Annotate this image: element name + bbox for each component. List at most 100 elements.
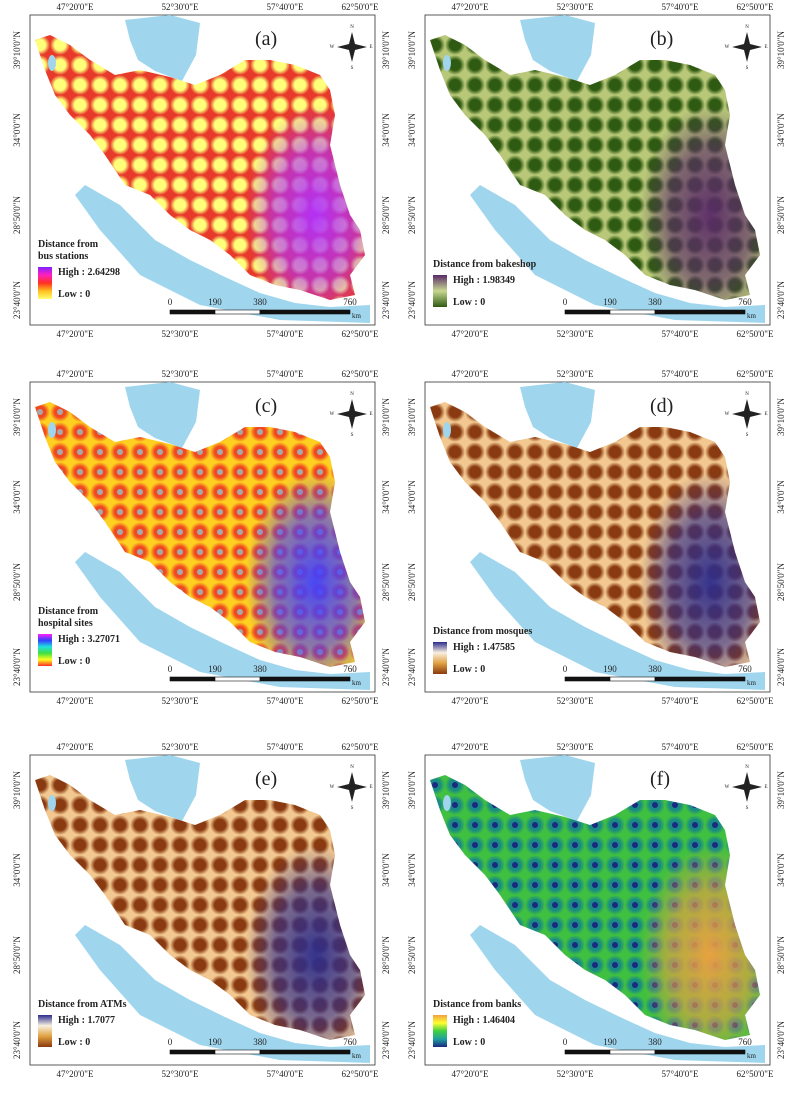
persian-gulf [470,552,765,690]
scale-segment [564,309,611,315]
lat-label: 34°0'0"N [381,113,391,147]
legend-swatch [433,642,447,674]
lake [443,795,451,811]
scale-label: 380 [648,1037,662,1047]
legend-high: High : 1.47585 [453,642,515,653]
scale-label: 0 [563,297,568,307]
lon-label: 52°30'0"E [162,369,199,379]
compass-letter: N [350,25,354,30]
north-arrow: N E S W [725,25,768,71]
lat-label: 28°50'0"N [381,936,391,974]
scale-segment [169,1049,216,1055]
lon-label: 57°40'0"E [267,329,304,339]
lon-label: 52°30'0"E [162,696,199,706]
scale-label: 760 [738,297,752,307]
north-arrow: N E S W [725,392,768,438]
lat-label: 23°40'0"N [381,648,391,686]
map-panel: (a) N E S W 47°20'0"E 47°20'0"E 52°30'0"E 52°30'… [12,2,391,339]
legend-title: Distance from banks [433,999,521,1010]
compass-letter: N [745,392,749,397]
scale-unit: km [352,312,362,320]
lat-label: 28°50'0"N [776,563,786,601]
lon-label: 62°50'0"E [737,369,774,379]
lat-label: 23°40'0"N [381,1021,391,1059]
lon-label: 62°50'0"E [342,329,379,339]
lon-label: 62°50'0"E [737,696,774,706]
lat-label: 28°50'0"N [12,563,22,601]
lake [48,795,56,811]
legend-high: High : 1.46404 [453,1015,515,1026]
lon-label: 52°30'0"E [557,742,594,752]
legend-title: Distance from bakeshop [433,259,537,270]
lon-label: 52°30'0"E [557,369,594,379]
scale-segment [654,1049,746,1055]
lat-label: 39°10'0"N [776,31,786,69]
north-arrow: N E S W [330,25,373,71]
lat-label: 23°40'0"N [12,281,22,319]
lat-label: 28°50'0"N [776,196,786,234]
lon-label: 57°40'0"E [267,2,304,12]
lon-label: 62°50'0"E [342,696,379,706]
lat-label: 34°0'0"N [12,113,22,147]
lon-label: 57°40'0"E [267,696,304,706]
lat-label: 34°0'0"N [776,853,786,887]
lon-label: 62°50'0"E [342,1069,379,1079]
legend-swatch [38,634,52,666]
lake [48,55,56,71]
lon-label: 57°40'0"E [267,1069,304,1079]
caspian-sea [125,382,200,448]
persian-gulf [470,185,765,323]
scale-label: 760 [738,664,752,674]
scale-label: 190 [603,664,617,674]
lat-label: 39°10'0"N [12,31,22,69]
panel-letter: (c) [255,395,277,417]
lat-label: 28°50'0"N [381,196,391,234]
lat-label: 23°40'0"N [12,648,22,686]
lat-label: 28°50'0"N [407,936,417,974]
compass-letter: W [330,45,335,50]
lon-label: 47°20'0"E [57,1069,94,1079]
compass-letter: S [351,806,354,811]
lat-label: 34°0'0"N [12,853,22,887]
lat-label: 34°0'0"N [381,480,391,514]
lat-label: 28°50'0"N [381,563,391,601]
scale-label: 190 [208,1037,222,1047]
legend-low: Low : 0 [453,297,485,308]
lon-label: 57°40'0"E [662,329,699,339]
compass-star [732,399,762,429]
lat-label: 34°0'0"N [776,113,786,147]
lat-label: 39°10'0"N [407,771,417,809]
scale-label: 760 [343,297,357,307]
scale-segment [259,309,351,315]
compass-letter: E [764,785,767,790]
lat-label: 34°0'0"N [407,113,417,147]
compass-letter: E [764,45,767,50]
scale-unit: km [747,1052,757,1060]
lon-label: 52°30'0"E [557,1069,594,1079]
compass-letter: S [746,66,749,71]
legend-title: Distance from [38,606,99,617]
lon-label: 62°50'0"E [737,1069,774,1079]
lon-label: 47°20'0"E [57,369,94,379]
scale-segment [214,676,261,682]
map-panel: (c) N E S W 47°20'0"E 47°20'0"E 52°30'0"E 52°30'… [12,369,391,706]
legend-title: bus stations [38,251,88,262]
lon-label: 47°20'0"E [57,742,94,752]
lon-label: 47°20'0"E [57,329,94,339]
scale-label: 760 [343,1037,357,1047]
compass-letter: S [746,806,749,811]
lat-label: 23°40'0"N [381,281,391,319]
lon-label: 52°30'0"E [557,329,594,339]
lake [443,422,451,438]
lon-label: 57°40'0"E [662,1069,699,1079]
lon-label: 47°20'0"E [452,742,489,752]
lon-label: 52°30'0"E [162,742,199,752]
persian-gulf [470,925,765,1063]
lon-label: 57°40'0"E [267,742,304,752]
scale-label: 760 [738,1037,752,1047]
lat-label: 28°50'0"N [776,936,786,974]
lon-label: 57°40'0"E [662,2,699,12]
lon-label: 52°30'0"E [162,1069,199,1079]
scale-segment [609,309,656,315]
scale-segment [169,309,216,315]
